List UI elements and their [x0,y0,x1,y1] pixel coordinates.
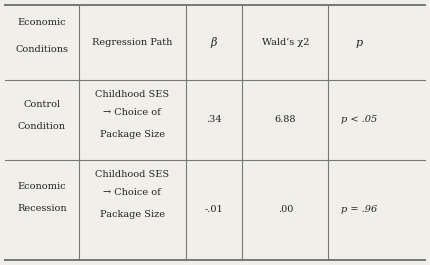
Text: Package Size: Package Size [100,130,165,139]
Text: Package Size: Package Size [100,210,165,219]
Text: 6.88: 6.88 [275,116,296,125]
Text: Childhood SES: Childhood SES [95,90,169,99]
Text: Economic: Economic [18,18,66,27]
Text: .00: .00 [278,205,293,214]
Text: Condition: Condition [18,122,66,131]
Text: p: p [355,38,362,47]
Text: → Choice of: → Choice of [103,188,161,197]
Text: p = .96: p = .96 [341,205,377,214]
Text: .34: .34 [206,116,222,125]
Text: Recession: Recession [17,204,67,213]
Text: → Choice of: → Choice of [103,108,161,117]
Text: Economic: Economic [18,182,66,191]
Text: p < .05: p < .05 [341,116,377,125]
Text: Regression Path: Regression Path [92,38,172,47]
Text: Wald’s χ2: Wald’s χ2 [261,38,309,47]
Text: Conditions: Conditions [15,45,68,54]
Text: β: β [211,37,217,48]
Text: Control: Control [23,100,60,109]
Text: Childhood SES: Childhood SES [95,170,169,179]
Text: -.01: -.01 [205,205,223,214]
